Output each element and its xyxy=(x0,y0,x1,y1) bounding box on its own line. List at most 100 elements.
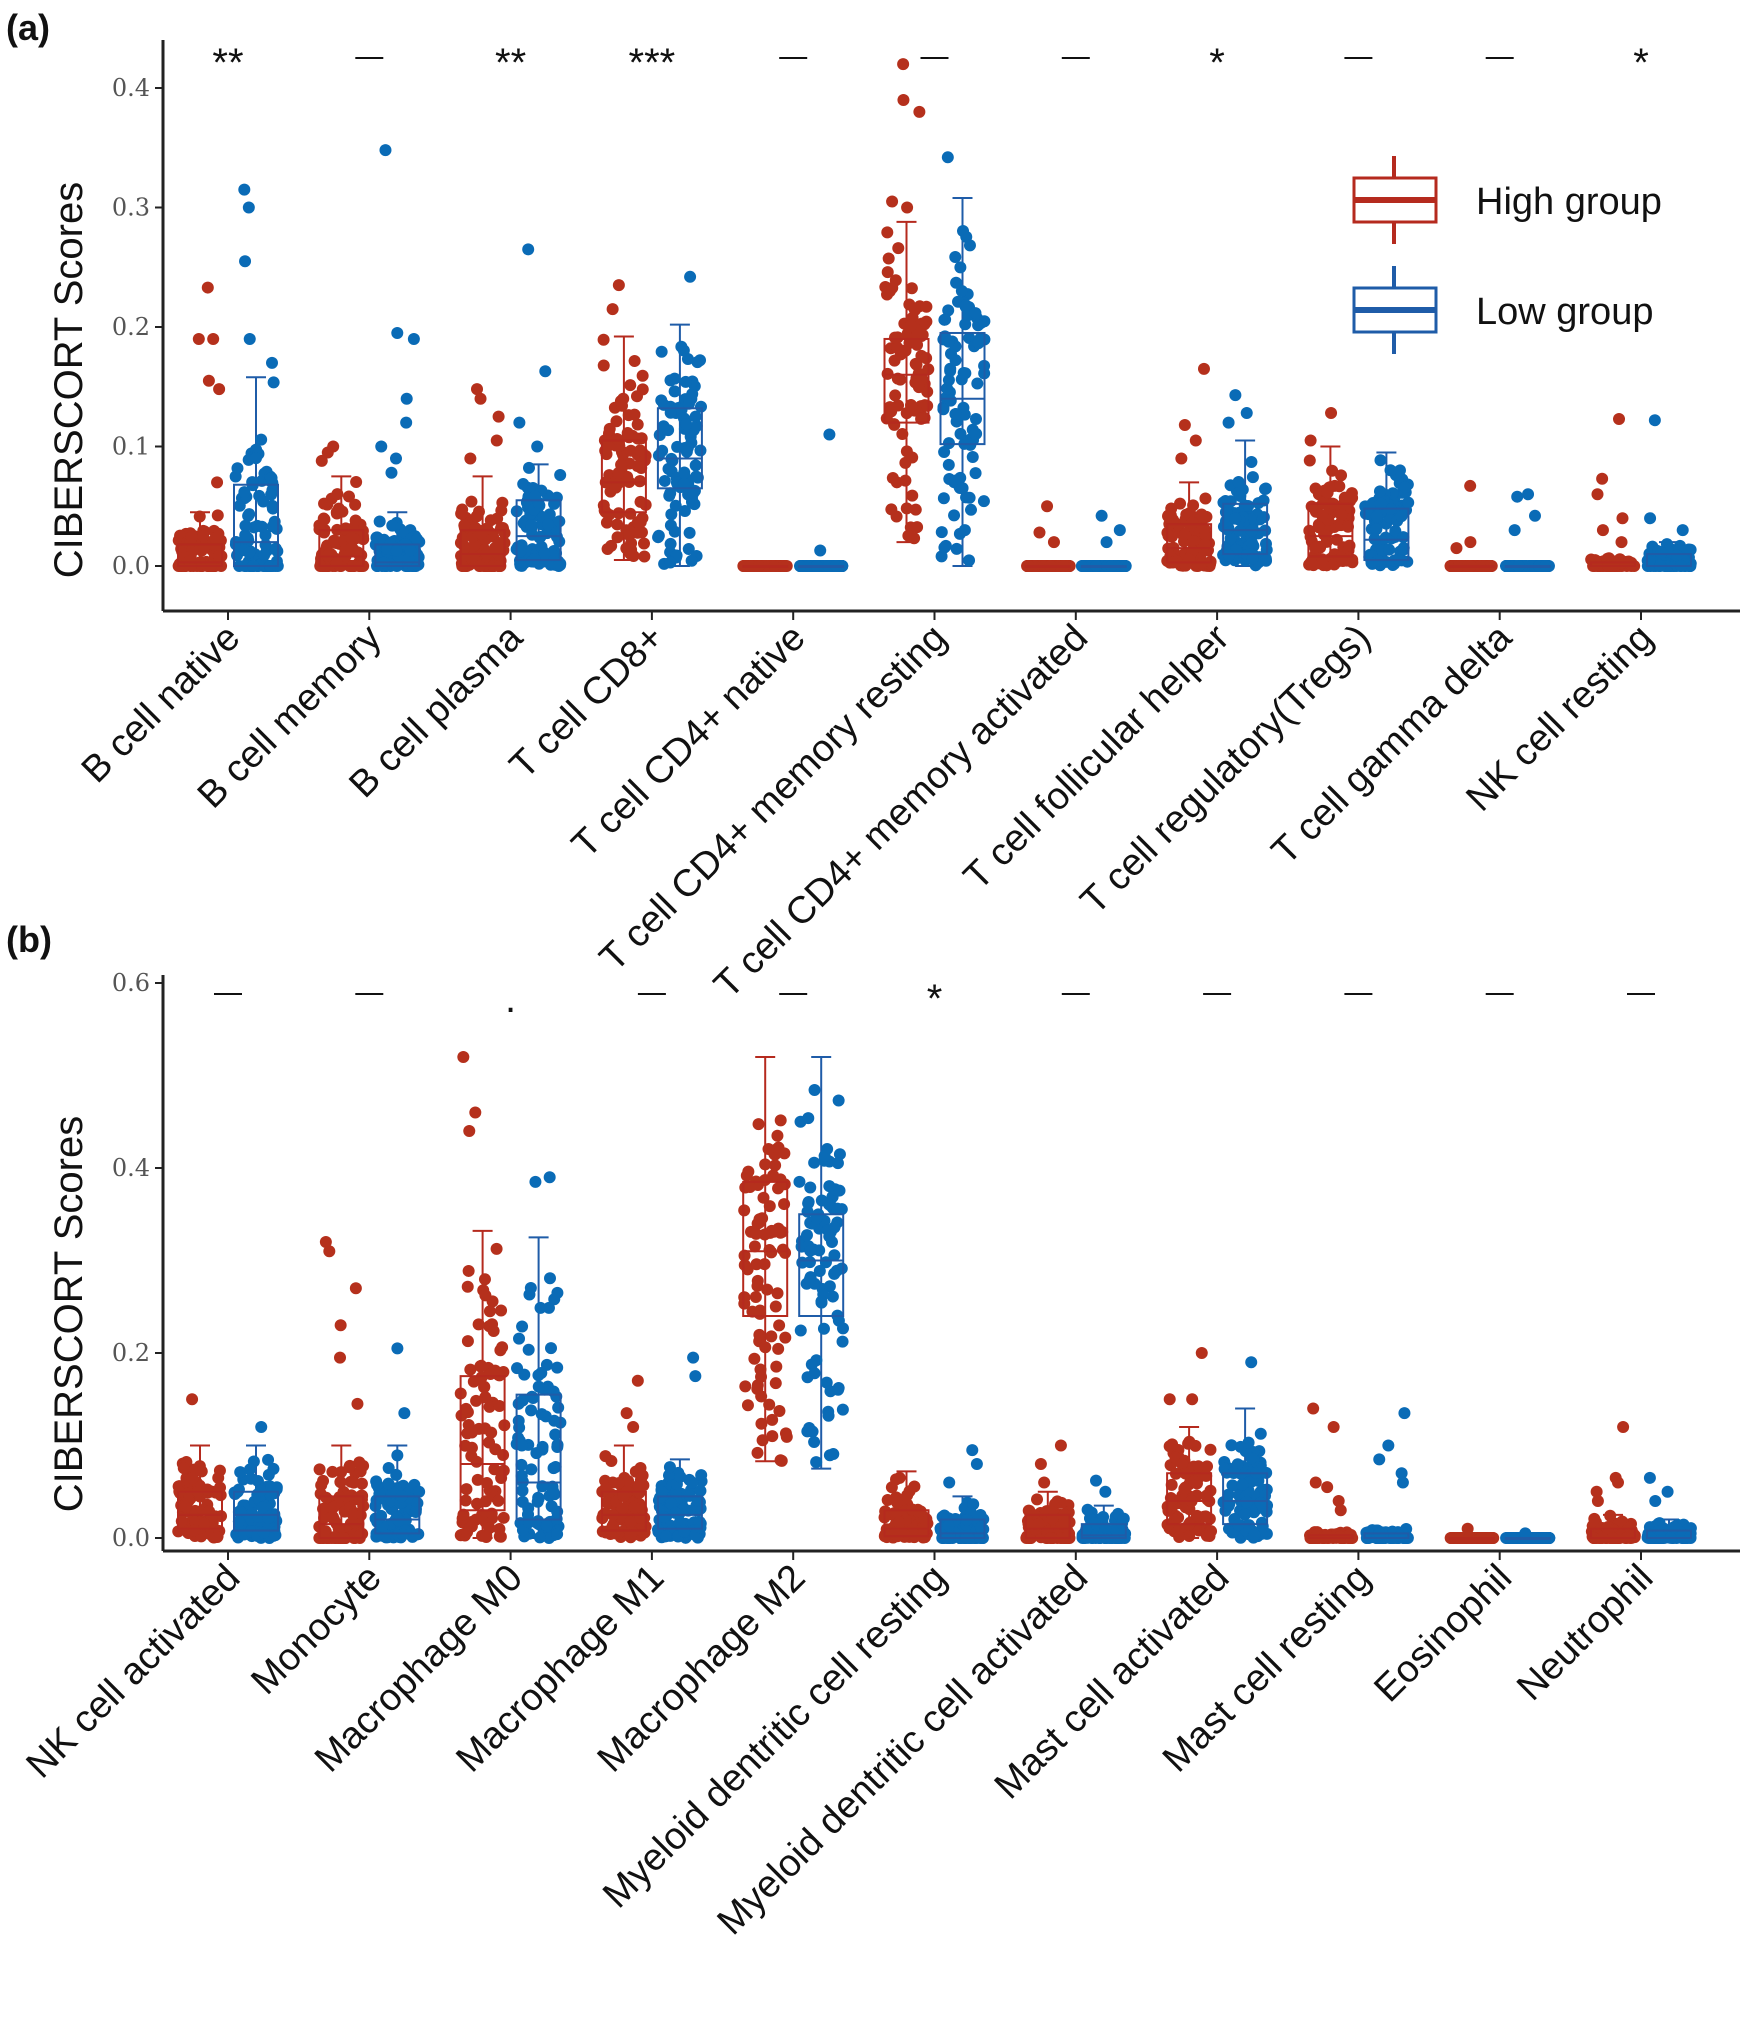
data-point-low xyxy=(1395,510,1408,523)
data-point-high xyxy=(628,408,641,421)
data-point-low xyxy=(533,531,546,544)
data-point-low xyxy=(243,546,256,559)
data-point-high xyxy=(631,418,644,431)
data-point-low xyxy=(969,427,982,440)
data-point-low xyxy=(803,1273,816,1286)
outlier-point-low xyxy=(1528,509,1541,522)
data-point-low xyxy=(950,542,963,555)
data-point-high xyxy=(900,502,913,515)
data-point-high xyxy=(624,1516,637,1529)
outlier-point-high xyxy=(490,434,503,447)
data-point-low xyxy=(694,1484,707,1497)
data-point-low xyxy=(1223,1498,1236,1511)
outlier-point-low xyxy=(1099,1485,1112,1498)
outlier-point-high xyxy=(1304,434,1317,447)
data-point-high xyxy=(894,373,907,386)
outlier-point-low xyxy=(1090,1474,1103,1487)
data-point-low xyxy=(371,1478,384,1491)
data-point-low xyxy=(655,394,668,407)
category-label: T cell follicular helper xyxy=(956,616,1238,898)
data-point-low xyxy=(956,482,969,495)
category-label: Neutrophil xyxy=(1509,1557,1661,1709)
data-point-high xyxy=(738,1291,751,1304)
outlier-point-high xyxy=(474,392,487,405)
outlier-point-low xyxy=(1676,524,1689,537)
data-point-low xyxy=(245,1472,258,1485)
box-low xyxy=(656,407,703,490)
data-point-low xyxy=(1245,1452,1258,1465)
data-point-low xyxy=(1236,1478,1249,1491)
data-point-low xyxy=(803,1256,816,1269)
data-point-high xyxy=(483,1522,496,1535)
data-point-high xyxy=(179,1500,192,1513)
data-point-high xyxy=(212,549,225,562)
data-point-high xyxy=(460,1402,473,1415)
data-point-low xyxy=(977,495,990,508)
data-point-high xyxy=(763,1398,776,1411)
data-point-high xyxy=(612,467,625,480)
data-point-high xyxy=(1203,1529,1216,1542)
data-point-high xyxy=(209,531,222,544)
data-point-high xyxy=(1588,1512,1601,1525)
data-point-low xyxy=(942,458,955,471)
data-point-high xyxy=(1198,523,1211,536)
data-point-high xyxy=(637,1526,650,1539)
data-point-low xyxy=(694,400,707,413)
data-point-low xyxy=(523,1516,536,1529)
data-point-low xyxy=(552,1401,565,1414)
data-point-low xyxy=(396,1528,409,1541)
data-point-low xyxy=(522,1343,535,1356)
box-high xyxy=(600,439,647,514)
data-point-high xyxy=(752,1118,765,1131)
outlier-point-high xyxy=(323,1245,336,1258)
data-point-low xyxy=(552,559,565,572)
panel-a-label: (a) xyxy=(6,7,50,48)
data-point-low xyxy=(822,1409,835,1422)
data-point-high xyxy=(330,507,343,520)
data-point-low xyxy=(794,1324,807,1337)
data-point-high xyxy=(631,432,644,445)
data-point-high xyxy=(461,1280,474,1293)
data-point-low xyxy=(949,474,962,487)
data-point-low xyxy=(257,495,270,508)
data-point-low xyxy=(551,1361,564,1374)
data-point-high xyxy=(201,1483,214,1496)
data-point-high xyxy=(908,302,921,315)
data-point-low xyxy=(265,472,278,485)
data-point-high xyxy=(749,1290,762,1303)
data-point-high xyxy=(211,509,224,522)
significance-label: * xyxy=(1633,41,1649,85)
data-point-high xyxy=(193,510,206,523)
data-point-high xyxy=(319,1525,332,1538)
data-point-low xyxy=(267,376,280,389)
data-point-low xyxy=(659,1530,672,1543)
data-point-high xyxy=(634,1461,647,1474)
outlier-point-high xyxy=(913,105,926,118)
data-point-low xyxy=(689,410,702,423)
data-point-high xyxy=(623,524,636,537)
data-point-high xyxy=(773,1319,786,1332)
outlier-point-low xyxy=(539,365,552,378)
outlier-point-high xyxy=(469,1106,482,1119)
data-point-low xyxy=(810,1456,823,1469)
data-point-high xyxy=(605,539,618,552)
data-point-low xyxy=(1682,543,1695,556)
data-point-high xyxy=(754,1304,767,1317)
outlier-point-low xyxy=(375,440,388,453)
data-point-high xyxy=(317,1474,330,1487)
box-high xyxy=(177,1490,223,1530)
outlier-point-high xyxy=(1596,524,1609,537)
data-point-low xyxy=(516,1495,529,1508)
data-point-high xyxy=(1316,509,1329,522)
data-point-high xyxy=(634,444,647,457)
panel-b-label: (b) xyxy=(6,919,52,960)
data-point-low xyxy=(937,492,950,505)
data-point-high xyxy=(1335,509,1348,522)
data-point-low xyxy=(539,1410,552,1423)
outlier-point-low xyxy=(1373,1453,1386,1466)
outlier-point-high xyxy=(1189,434,1202,447)
legend-low-key xyxy=(1352,266,1438,354)
data-point-low xyxy=(381,542,394,555)
data-point-low xyxy=(808,1083,821,1096)
data-point-high xyxy=(343,1459,356,1472)
